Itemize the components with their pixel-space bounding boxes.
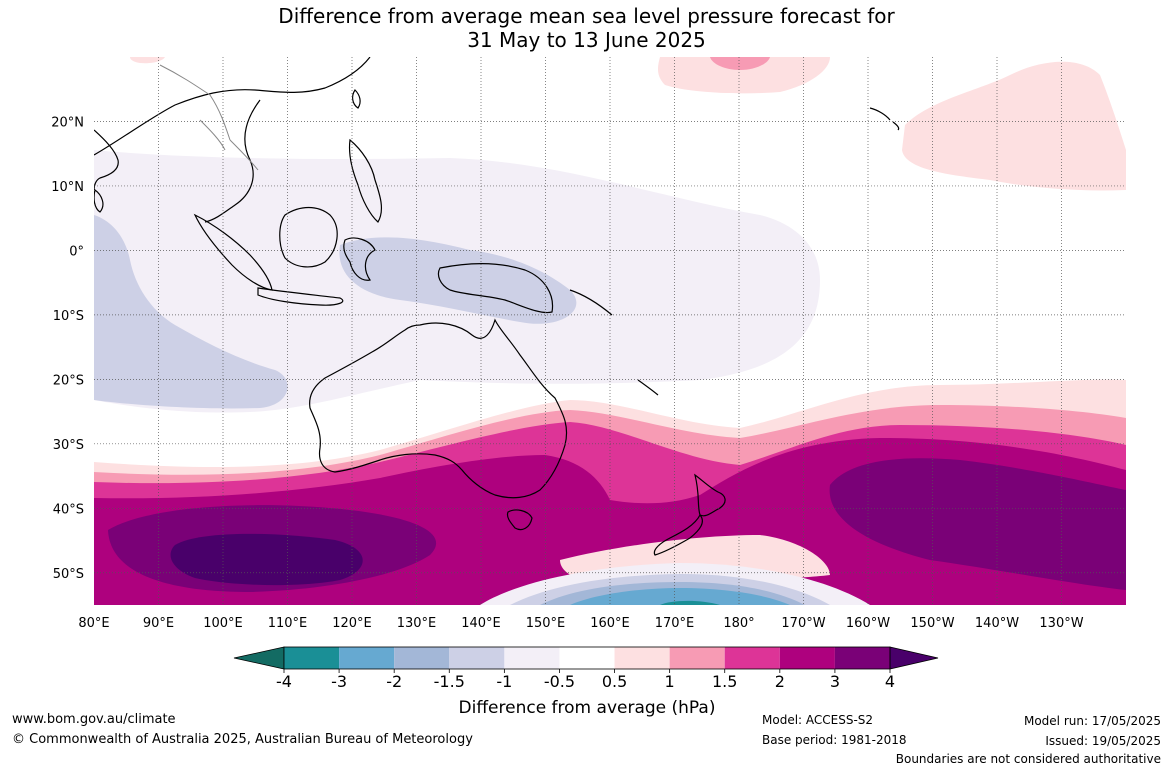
colorbar-segment [339,647,395,669]
latitude-label: 10°N [51,180,84,195]
issued-date: Issued: 19/05/2025 [1045,734,1161,748]
colorbar-segment [504,647,560,669]
taiwan-coastline [352,89,361,109]
colorbar-outline [283,646,891,670]
longitude-label: 100°E [203,616,243,631]
colorbar-tick-label: 4 [885,672,895,691]
longitude-label: 150°W [910,616,954,631]
model-name: Model: ACCESS-S2 [762,713,874,727]
colorbar-extend-low [233,646,285,670]
tasmania-coastline [506,509,533,531]
title-line-1: Difference from average mean sea level p… [278,4,895,28]
asia-mainland-coastline [94,57,371,223]
sulawesi-coastline [343,237,376,281]
colorbar-tick-label: -2 [386,672,402,691]
latitude-label: 40°S [53,502,84,517]
longitude-label: 170°E [655,616,695,631]
latitude-label: 20°S [53,373,84,388]
new-zealand-north-coastline [694,473,726,517]
colorbar-segment [669,647,725,669]
colorbar-extend-high [889,646,939,670]
colorbar-tick-label: 1 [665,672,675,691]
map-title: Difference from average mean sea level p… [0,4,1173,52]
colorbar-tick-label: 3 [830,672,840,691]
philippines-coastline [348,138,383,223]
latitude-label: 20°N [51,115,84,130]
copyright-text: © Commonwealth of Australia 2025, Austra… [12,732,473,747]
longitude-labels: 80°E 90°E 100°E 110°E 120°E 130°E 140°E 150°E 16… [78,616,1083,631]
sri-lanka-coastline [94,188,104,213]
colorbar-tick-label: 1.5 [712,672,737,691]
anomaly-region-neg-1-png [339,237,577,324]
colorbar-segment [284,647,340,669]
longitude-label: 130°W [1039,616,1083,631]
colorbar-tick-label: -3 [331,672,347,691]
latitude-labels: 20°N 10°N 0° 10°S 20°S 30°S 40°S 50°S [51,115,84,581]
longitude-label: 160°E [590,616,630,631]
model-run-date: Model run: 17/05/2025 [1023,714,1161,728]
longitude-label: 180° [723,616,754,631]
australia-coastline [309,318,568,499]
colorbar-tick-label: -0.5 [544,672,575,691]
anomaly-region-neg-south-3 [660,600,720,605]
boundaries-disclaimer: Boundaries are not considered authoritat… [895,752,1161,766]
latitude-label: 50°S [53,567,84,582]
latitude-label: 0° [69,244,84,259]
java-coastline [257,287,344,306]
new-guinea-coastline [437,263,554,314]
colorbar-segment [834,647,890,669]
colorbar [233,646,939,673]
anomaly-region-pos-north-central [657,57,830,94]
country-borders [159,64,259,171]
longitude-label: 140°W [975,616,1019,631]
longitude-label: 80°E [78,616,109,631]
longitude-label: 170°W [781,616,825,631]
colorbar-segment [559,647,615,669]
anomaly-region-pos-north-pacific [902,61,1126,191]
colorbar-segment [779,647,835,669]
longitude-label: 160°W [846,616,890,631]
hawaii-coastline [869,107,900,131]
title-line-2: 31 May to 13 June 2025 [467,28,706,52]
latitude-label: 30°S [53,438,84,453]
longitude-label: 90°E [143,616,174,631]
anomaly-region-neg-south-2 [570,588,790,605]
colorbar-segment [449,647,505,669]
new-caledonia-coastline [637,379,659,396]
colorbar-segment [394,647,450,669]
base-period: Base period: 1981-2018 [762,733,907,747]
website-link[interactable]: www.bom.gov.au/climate [12,712,176,727]
longitude-label: 140°E [461,616,501,631]
colorbar-tick-labels: -4 -3 -2 -1.5 -1 -0.5 0.5 1 1.5 2 3 4 [276,672,895,691]
anomaly-region-pos-3-east [829,458,1126,590]
longitude-label: 150°E [526,616,566,631]
colorbar-tick-label: -1.5 [434,672,465,691]
borneo-coastline [279,206,338,268]
colorbar-tick-label: 2 [775,672,785,691]
colorbar-segment [614,647,670,669]
longitude-label: 120°E [332,616,372,631]
colorbar-label: Difference from average (hPa) [459,698,716,718]
latitude-label: 10°S [53,309,84,324]
colorbar-tick-label: 0.5 [602,672,627,691]
mainland-asia-borders [159,64,259,171]
colorbar-tick-label: -4 [276,672,292,691]
solomon-islands-coastline [569,289,613,316]
coastlines [94,57,900,556]
anomaly-region-pos-north-central-1 [710,57,770,70]
anomaly-region-pos-north-west [130,57,165,64]
india-coastline [94,129,119,191]
new-zealand-south-coastline [653,513,703,556]
colorbar-segment [724,647,780,669]
anomaly-region-neg-1-west [94,215,288,409]
anomaly-region-pos-4 [170,533,363,586]
longitude-label: 130°E [397,616,437,631]
colorbar-tick-label: -1 [496,672,512,691]
longitude-label: 110°E [268,616,308,631]
graticule [94,57,1126,605]
